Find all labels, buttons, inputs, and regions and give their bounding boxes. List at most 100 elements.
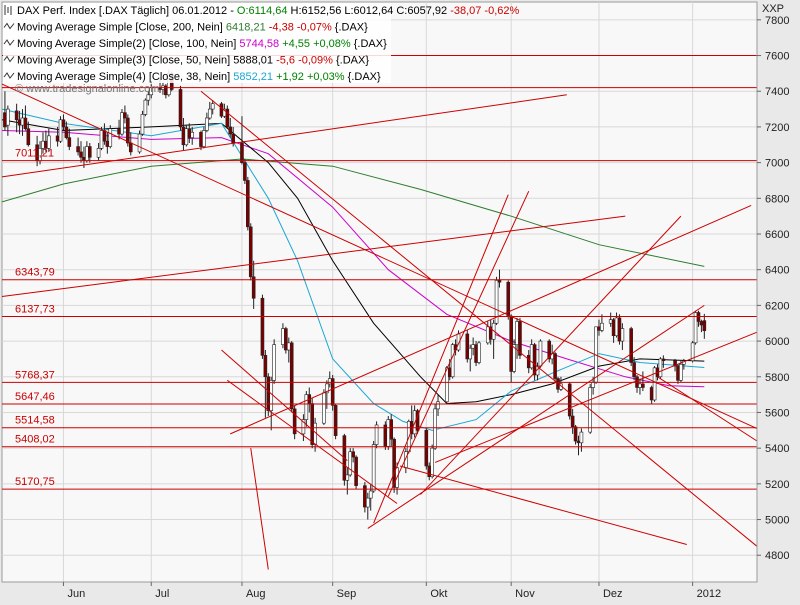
candle xyxy=(23,105,28,131)
level-label: 5514,58 xyxy=(15,415,55,427)
candle-body xyxy=(661,358,666,362)
trendline xyxy=(250,448,269,570)
axes: 4800 5000 5200 5400 5600 5800 6000 6200 6400 6600… xyxy=(2,2,789,600)
candle xyxy=(322,389,326,425)
candle-body xyxy=(99,130,104,149)
candle xyxy=(424,428,429,470)
candle-body xyxy=(570,415,575,428)
candle-body xyxy=(333,405,338,436)
candle-body xyxy=(351,451,355,458)
trendline xyxy=(230,204,752,435)
candle-body xyxy=(64,126,69,138)
candle-body xyxy=(371,444,376,492)
candle xyxy=(433,403,437,450)
candle xyxy=(251,260,256,309)
level-label: 6343,79 xyxy=(15,267,55,279)
candle-body xyxy=(55,135,60,142)
candle-body xyxy=(246,180,250,228)
candle-body xyxy=(629,328,633,363)
level-label: 7011,21 xyxy=(15,148,54,160)
candle-body xyxy=(23,117,28,130)
candle xyxy=(6,105,10,136)
x-tick-label: Nov xyxy=(515,588,535,600)
candle xyxy=(64,121,69,140)
candle xyxy=(47,128,51,152)
candle-body xyxy=(392,438,396,488)
candle-body xyxy=(178,89,183,128)
candle-body xyxy=(322,392,326,424)
candle xyxy=(468,344,473,372)
candle xyxy=(661,355,666,368)
candle xyxy=(140,110,145,136)
trendline xyxy=(221,349,348,462)
candle-body xyxy=(190,131,195,138)
y-tick-label: 7600 xyxy=(765,51,789,63)
moving-average-line xyxy=(1,158,705,267)
candle-body xyxy=(143,99,148,115)
candle-body xyxy=(325,383,329,394)
candle-body xyxy=(348,451,353,476)
candle-body xyxy=(427,465,432,478)
legend-series-name: Moving Average Simple(2) [Close, 100, Ne… xyxy=(17,38,239,50)
candle xyxy=(363,482,367,513)
legend-value: 5852,21 xyxy=(233,71,276,83)
candle-body xyxy=(202,130,206,147)
candle xyxy=(573,424,578,445)
candle xyxy=(506,280,511,320)
candle xyxy=(368,483,373,511)
candle-body xyxy=(617,317,622,342)
candle-body xyxy=(345,474,350,481)
candle-body xyxy=(120,112,124,135)
candle-body xyxy=(87,146,92,158)
legend-series-name: DAX Perf. Index [.DAX Täglich] 06.01.201… xyxy=(17,5,237,17)
candle-body xyxy=(679,363,683,381)
candle-body xyxy=(693,312,698,344)
candle xyxy=(79,141,83,163)
trendline xyxy=(387,190,530,497)
trendline xyxy=(373,194,509,524)
candle-body xyxy=(386,419,391,447)
candle xyxy=(386,416,391,450)
candle-body xyxy=(494,280,499,324)
y-tick-label: 7000 xyxy=(765,158,789,170)
candle xyxy=(679,360,683,383)
candle-body xyxy=(58,119,63,142)
candle-body xyxy=(79,151,83,158)
candle-body xyxy=(702,320,707,332)
candle-body xyxy=(199,131,203,147)
candle xyxy=(76,137,80,156)
line-icon xyxy=(3,39,15,46)
candle xyxy=(108,125,113,149)
candle xyxy=(617,314,622,345)
candle xyxy=(497,269,502,288)
candle-body xyxy=(547,340,552,360)
candle-body xyxy=(445,367,449,403)
candle xyxy=(477,341,481,365)
candle-body xyxy=(614,317,619,337)
candle xyxy=(474,341,478,367)
legend-series-name: Moving Average Simple(3) [Close, 50, Nei… xyxy=(17,55,233,67)
candle xyxy=(219,101,224,118)
trendline xyxy=(399,465,687,546)
candle-body xyxy=(184,128,189,146)
candle-body xyxy=(260,297,265,356)
legend-value: 6418,21 xyxy=(226,22,269,34)
level-label: 6137,73 xyxy=(15,303,55,315)
candle xyxy=(248,223,253,281)
candle-body xyxy=(597,326,601,331)
candle xyxy=(445,366,449,404)
candle-body xyxy=(263,355,268,378)
candle-body xyxy=(591,381,595,388)
trendline xyxy=(200,90,758,547)
candle xyxy=(333,403,338,440)
candle xyxy=(292,405,297,440)
candle xyxy=(289,341,294,413)
candle xyxy=(658,357,663,379)
legend-value: {.DAX} xyxy=(336,55,369,67)
candle xyxy=(14,103,19,133)
candle-body xyxy=(231,133,235,144)
candle-body xyxy=(251,276,256,299)
candle xyxy=(389,414,394,447)
candle xyxy=(371,441,376,493)
